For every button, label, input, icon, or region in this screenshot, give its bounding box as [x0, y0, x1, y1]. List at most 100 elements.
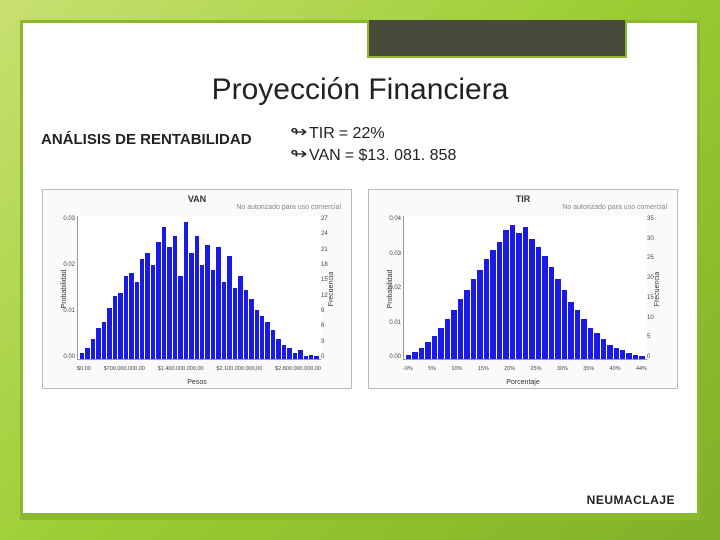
- footer-brand: NEUMACLAJE: [587, 493, 675, 507]
- bar: [464, 290, 469, 359]
- bullet-value: = $13. 081. 858: [345, 147, 457, 165]
- bullet-item: ↬ VAN = $13. 081. 858: [292, 147, 457, 165]
- bar: [238, 276, 242, 359]
- chart-title: TIR: [516, 194, 531, 204]
- bar: [432, 336, 437, 359]
- tick-label: 9: [321, 308, 337, 314]
- tick-label: 25: [647, 255, 663, 261]
- tick-label: 12: [321, 293, 337, 299]
- bar: [594, 333, 599, 359]
- chart-tir: TIR No autorizado para uso comercial Pro…: [368, 189, 678, 389]
- bar: [102, 322, 106, 359]
- tick-label: 0: [321, 354, 337, 360]
- tick-label: -0%: [403, 366, 413, 372]
- tick-label: 20%: [504, 366, 515, 372]
- tick-label: 30: [647, 236, 663, 242]
- tick-label: 0.01: [383, 320, 401, 326]
- tick-label: 20: [647, 275, 663, 281]
- bar: [497, 242, 502, 359]
- tick-label: 3: [321, 339, 337, 345]
- bar: [549, 267, 554, 359]
- plot-area: [403, 216, 647, 360]
- tick-label: 15: [321, 277, 337, 283]
- bar: [271, 330, 275, 359]
- yticks-left: 0.030.020.010.00: [57, 216, 75, 360]
- bullet-value: = 22%: [339, 125, 385, 143]
- bar: [244, 290, 248, 359]
- bar: [255, 310, 259, 359]
- tick-label: 30%: [557, 366, 568, 372]
- bar: [588, 328, 593, 359]
- tick-label: 0.00: [383, 354, 401, 360]
- bar: [562, 290, 567, 359]
- bar: [107, 308, 111, 359]
- bar: [438, 328, 443, 359]
- yticks-right: 2724211815129630: [321, 216, 337, 360]
- bar: [287, 348, 291, 359]
- tick-label: $1.400.000.000,00: [158, 366, 204, 372]
- tick-label: 0.02: [57, 262, 75, 268]
- bar: [91, 339, 95, 359]
- tick-label: 21: [321, 247, 337, 253]
- bar: [607, 345, 612, 359]
- tick-label: $700.000.000,00: [104, 366, 145, 372]
- bar: [575, 310, 580, 359]
- tick-label: 0.01: [57, 308, 75, 314]
- bar: [178, 276, 182, 359]
- bar: [205, 245, 209, 359]
- bar: [293, 353, 297, 359]
- bar: [260, 316, 264, 359]
- bar: [490, 250, 495, 359]
- decorative-top-box: [367, 20, 627, 58]
- bar: [314, 356, 318, 359]
- page-title: Proyección Financiera: [23, 73, 697, 107]
- bar: [85, 348, 89, 359]
- tick-label: 44%: [636, 366, 647, 372]
- bar: [639, 356, 644, 359]
- bar: [211, 270, 215, 359]
- bar: [581, 319, 586, 359]
- bar: [162, 227, 166, 359]
- bar: [265, 322, 269, 359]
- chart-xlabel: Pesos: [187, 379, 206, 386]
- tick-label: 35%: [583, 366, 594, 372]
- tick-label: $2.800.000.000,00: [275, 366, 321, 372]
- tick-label: 6: [321, 323, 337, 329]
- tick-label: 18: [321, 262, 337, 268]
- tick-label: 10%: [451, 366, 462, 372]
- yticks-right: 35302520151050: [647, 216, 663, 360]
- bar: [80, 353, 84, 359]
- xticks: -0%5%10%15%20%25%30%35%40%44%: [403, 366, 647, 372]
- bar: [458, 299, 463, 359]
- tick-label: 0.00: [57, 354, 75, 360]
- bar: [189, 253, 193, 359]
- bar: [173, 236, 177, 359]
- footer-accent-bar: [23, 513, 697, 517]
- bar: [135, 282, 139, 359]
- tick-label: 24: [321, 231, 337, 237]
- tick-label: 15: [647, 295, 663, 301]
- tick-label: $2.100.000.000,00: [216, 366, 262, 372]
- bar: [113, 296, 117, 359]
- xticks: $0,00$700.000.000,00$1.400.000.000,00$2.…: [77, 366, 321, 372]
- bar: [471, 279, 476, 359]
- bar: [276, 339, 280, 359]
- tick-label: 0.04: [383, 216, 401, 222]
- bar: [484, 259, 489, 359]
- bar: [304, 356, 308, 359]
- bar: [118, 293, 122, 359]
- bar: [151, 265, 155, 359]
- bar: [542, 256, 547, 359]
- tick-label: 35: [647, 216, 663, 222]
- bar: [614, 348, 619, 359]
- bar: [222, 282, 226, 359]
- tick-label: 5: [647, 334, 663, 340]
- tick-label: 40%: [610, 366, 621, 372]
- bar: [555, 279, 560, 359]
- bar: [167, 247, 171, 359]
- bar: [96, 328, 100, 359]
- bar: [200, 265, 204, 359]
- bar: [249, 299, 253, 359]
- bar: [129, 273, 133, 359]
- bar: [216, 247, 220, 359]
